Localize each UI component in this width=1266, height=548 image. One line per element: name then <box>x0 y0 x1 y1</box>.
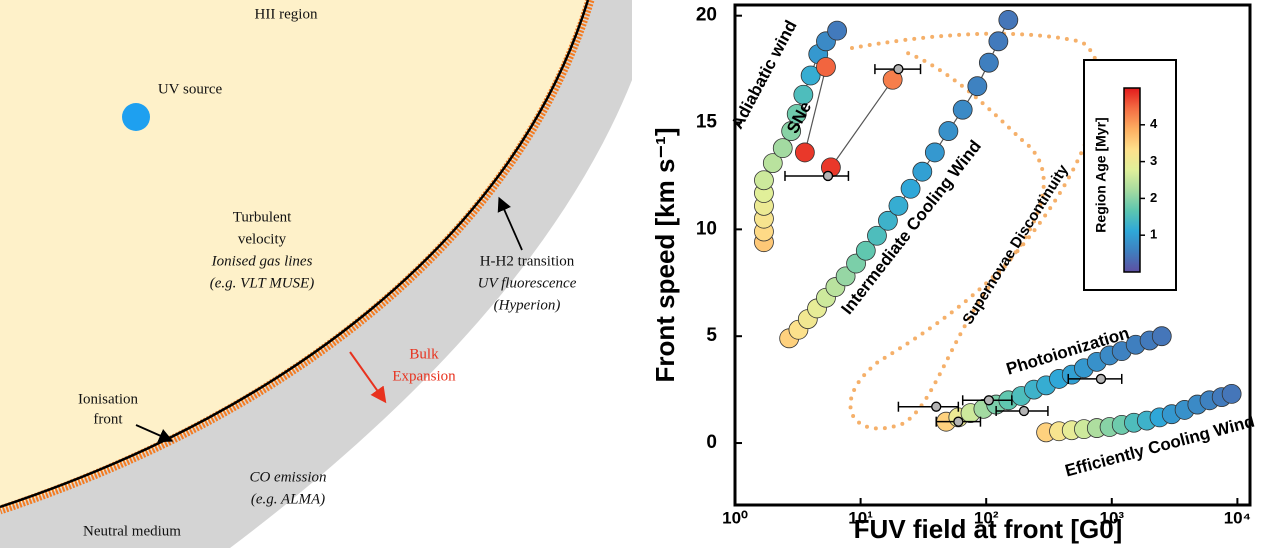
colorbar-label: Region Age [Myr] <box>1093 117 1109 232</box>
y-axis-label: Front speed [km s⁻¹] <box>650 128 680 383</box>
y-tick-label: 15 <box>696 112 718 133</box>
label: Turbulent <box>233 209 292 225</box>
label: (Hyperion) <box>494 297 561 313</box>
colorbar <box>1123 87 1141 273</box>
x-tick-label: 10¹ <box>848 508 873 527</box>
arrow <box>349 351 387 404</box>
label: Neutral medium <box>83 523 181 539</box>
label: UV fluorescence <box>478 275 577 291</box>
label: Expansion <box>392 368 456 384</box>
track-point <box>967 76 988 97</box>
track-point <box>855 240 876 261</box>
arrow <box>497 196 523 251</box>
track-point <box>938 121 959 141</box>
observation <box>1018 405 1030 417</box>
observation <box>983 395 995 406</box>
track-point <box>762 153 783 174</box>
track-point <box>800 65 821 86</box>
arrow <box>135 424 174 443</box>
x-tick-label: 10⁰ <box>722 508 748 527</box>
label: H-H2 transition <box>480 253 575 269</box>
ionisation-front <box>0 0 590 509</box>
label: (e.g. ALMA) <box>251 491 325 507</box>
observation <box>953 416 964 427</box>
x-tick-label: 10² <box>974 508 999 527</box>
label: Bulk <box>409 346 439 362</box>
hii-region <box>0 0 590 510</box>
neutral-region <box>0 0 632 548</box>
observation <box>931 401 942 412</box>
track-point <box>793 84 814 105</box>
label: HII region <box>255 6 318 22</box>
y-tick-label: 5 <box>706 325 717 346</box>
chart: FUV field at front [G0] Front speed [km … <box>650 3 1257 544</box>
track-point <box>882 69 903 90</box>
uv-source-dot <box>122 103 150 131</box>
track-point <box>998 10 1019 30</box>
track-point <box>827 20 848 41</box>
label: front <box>93 411 123 427</box>
x-axis-label: FUV field at front [G0] <box>854 514 1123 544</box>
track-point <box>978 52 999 73</box>
y-tick-label: 10 <box>696 218 717 239</box>
track-point <box>888 195 909 216</box>
label: Ionised gas lines <box>211 253 313 269</box>
h2-layer <box>0 0 595 515</box>
track-point <box>988 31 1009 52</box>
diagram: HII region UV source Turbulent velocity … <box>0 0 632 548</box>
series-label: Intermediate Cooling Wind <box>837 137 984 318</box>
observation <box>1095 373 1107 385</box>
colorbar-tick-label: 1 <box>1150 227 1157 242</box>
colorbar-tick-label: 2 <box>1150 190 1157 205</box>
track-point <box>794 142 815 163</box>
annotation: Supernovae Discontinuity <box>959 161 1072 327</box>
track-point <box>900 178 921 199</box>
track-point <box>786 104 807 124</box>
track-point <box>924 142 945 163</box>
observation <box>893 63 904 75</box>
label: CO emission <box>249 469 326 485</box>
track-point <box>1221 383 1242 404</box>
track-point <box>952 99 973 120</box>
colorbar-tick-label: 4 <box>1150 116 1158 131</box>
x-tick-label: 10⁴ <box>1224 508 1251 527</box>
track-point <box>878 210 898 231</box>
label: (e.g. VLT MUSE) <box>210 275 314 291</box>
track-point <box>1151 326 1172 347</box>
track-point <box>772 138 793 159</box>
track-point <box>912 161 933 182</box>
series-line <box>804 66 894 168</box>
y-tick-label: 20 <box>696 5 717 26</box>
plot-frame <box>733 3 1252 507</box>
label: UV source <box>158 81 223 97</box>
label: velocity <box>238 231 287 247</box>
label: Ionisation <box>78 391 138 407</box>
observation <box>822 170 834 182</box>
track-point <box>867 225 887 246</box>
track-point <box>816 57 836 77</box>
colorbar-tick-label: 3 <box>1150 153 1157 168</box>
x-tick-label: 10³ <box>1100 508 1125 527</box>
track-point <box>754 170 774 191</box>
y-tick-label: 0 <box>706 432 717 453</box>
